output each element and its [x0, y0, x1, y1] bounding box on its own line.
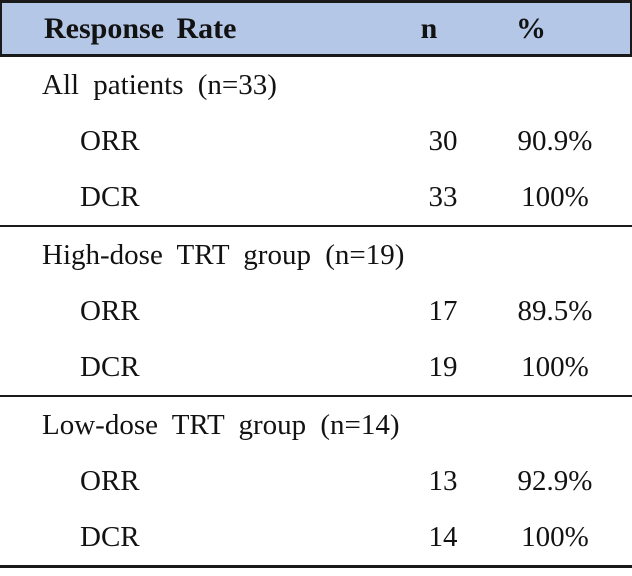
- section-title-row: All patients (n=33): [0, 57, 632, 113]
- table-row-orr: ORR 17 89.5%: [0, 283, 632, 339]
- section-title: All patients (n=33): [42, 68, 277, 101]
- row-pct-value: 89.5%: [517, 294, 593, 327]
- section-title-row: Low-dose TRT group (n=14): [0, 397, 632, 453]
- section-title-row: High-dose TRT group (n=19): [0, 227, 632, 283]
- row-pct-value: 90.9%: [517, 124, 593, 157]
- row-label: DCR: [80, 350, 140, 383]
- table-row-dcr: DCR 19 100%: [0, 339, 632, 395]
- table-row-dcr: DCR 14 100%: [0, 509, 632, 565]
- header-n: n: [420, 11, 438, 45]
- row-pct-value: 100%: [521, 180, 589, 213]
- section-title: Low-dose TRT group (n=14): [42, 408, 400, 441]
- row-label: DCR: [80, 520, 140, 553]
- row-label: ORR: [80, 464, 140, 497]
- table-row-orr: ORR 13 92.9%: [0, 453, 632, 509]
- section-low-dose: Low-dose TRT group (n=14) ORR 13 92.9% D…: [0, 397, 632, 565]
- row-n-value: 33: [428, 180, 458, 213]
- row-label: DCR: [80, 180, 140, 213]
- row-pct-value: 100%: [521, 520, 589, 553]
- row-n-value: 17: [428, 294, 458, 327]
- table-row-dcr: DCR 33 100%: [0, 169, 632, 225]
- header-percent: %: [516, 11, 546, 45]
- section-all-patients: All patients (n=33) ORR 30 90.9% DCR 33 …: [0, 57, 632, 227]
- row-label: ORR: [80, 124, 140, 157]
- section-high-dose: High-dose TRT group (n=19) ORR 17 89.5% …: [0, 227, 632, 397]
- row-n-value: 14: [428, 520, 458, 553]
- table-header-row: Response Rate n %: [0, 0, 632, 57]
- header-response-rate: Response Rate: [44, 11, 237, 45]
- row-n-value: 13: [428, 464, 458, 497]
- row-n-value: 19: [428, 350, 458, 383]
- row-n-value: 30: [428, 124, 458, 157]
- row-pct-value: 100%: [521, 350, 589, 383]
- row-pct-value: 92.9%: [517, 464, 593, 497]
- row-label: ORR: [80, 294, 140, 327]
- section-title: High-dose TRT group (n=19): [42, 238, 405, 271]
- table-row-orr: ORR 30 90.9%: [0, 113, 632, 169]
